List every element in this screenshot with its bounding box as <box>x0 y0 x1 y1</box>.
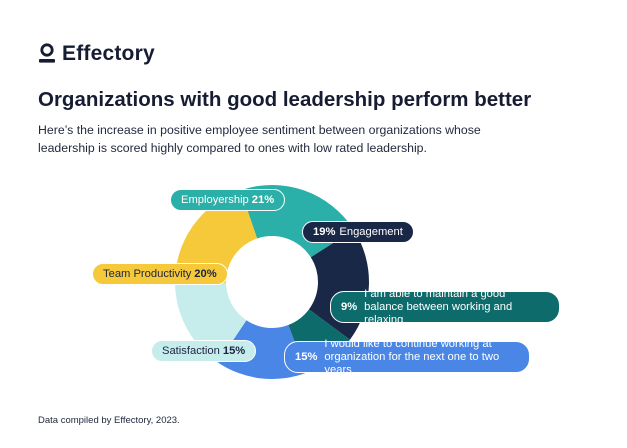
label-team-productivity: Team Productivity 20% <box>92 263 228 285</box>
label-employership: Employership 21% <box>170 189 286 211</box>
page-subtitle: Here’s the increase in positive employee… <box>38 123 481 155</box>
label-satisfaction: Satisfaction 15% <box>151 340 257 362</box>
brand-name: Effectory <box>62 42 155 65</box>
label-work-life-balance: 9% I am able to maintain a good balance … <box>330 288 560 326</box>
person-icon <box>38 43 56 65</box>
page-title: Organizations with good leadership perfo… <box>38 88 532 111</box>
label-engagement: 19% Engagement <box>302 221 414 243</box>
label-retention: 15% I would like to continue working at … <box>284 338 530 376</box>
footnote: Data compiled by Effectory, 2023. <box>38 415 180 426</box>
brand-logo: Effectory <box>38 42 155 66</box>
slice-team-productivity <box>175 190 258 285</box>
